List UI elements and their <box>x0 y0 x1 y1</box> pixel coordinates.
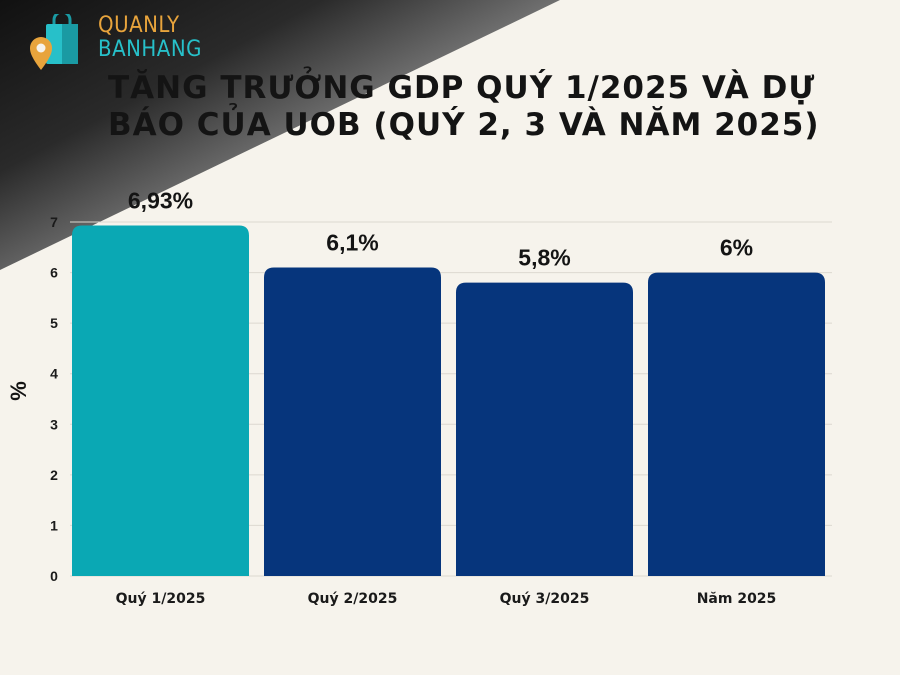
y-tick-label: 6 <box>50 265 58 281</box>
y-tick-label: 4 <box>50 366 58 382</box>
brand-name: QUANLY BANHANG <box>98 14 202 62</box>
data-label: 5,8% <box>518 245 570 271</box>
brand-line-1: QUANLY <box>98 13 180 38</box>
bar <box>264 267 441 576</box>
data-label: 6,93% <box>128 188 193 214</box>
brand-logo <box>30 14 78 70</box>
y-tick-label: 1 <box>50 517 58 533</box>
location-pin-icon <box>30 37 52 70</box>
y-tick-label: 3 <box>50 416 58 432</box>
brand-line-2: BANHANG <box>98 37 202 62</box>
bar <box>648 272 825 576</box>
x-tick-label: Năm 2025 <box>697 591 777 607</box>
chart-title: TĂNG TRƯỞNG GDP QUÝ 1/2025 VÀ DỰ BÁO CỦA… <box>108 70 820 143</box>
y-tick-label: 2 <box>50 467 58 483</box>
y-tick-label: 7 <box>50 214 58 230</box>
x-tick-label: Quý 3/2025 <box>500 591 590 607</box>
x-tick-label: Quý 1/2025 <box>116 591 206 607</box>
bar <box>456 282 633 576</box>
y-tick-label: 0 <box>50 568 58 584</box>
x-tick-label: Quý 2/2025 <box>308 591 398 607</box>
bar <box>72 225 249 577</box>
data-label: 6,1% <box>326 230 378 256</box>
data-label: 6% <box>720 235 753 261</box>
shopping-bag-icon <box>46 14 78 64</box>
y-tick-label: 5 <box>50 315 58 331</box>
